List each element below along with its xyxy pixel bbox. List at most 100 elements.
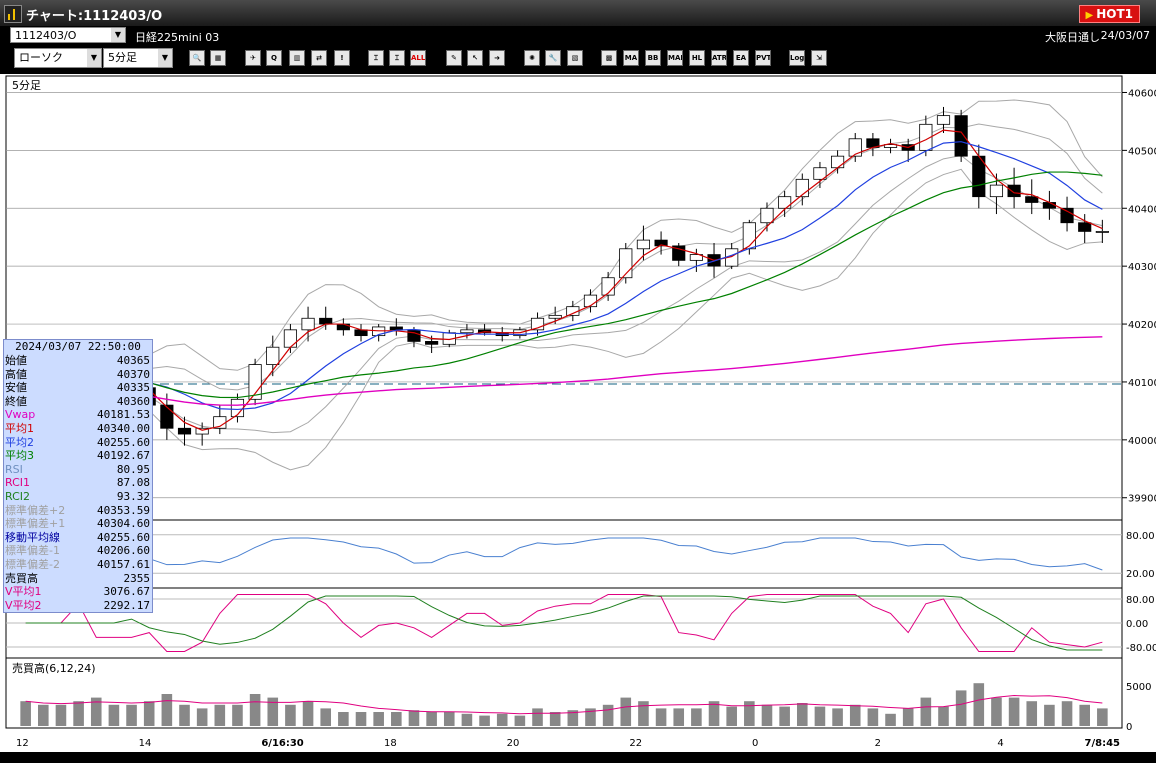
zoom-icon[interactable]: 🔍 [189,50,205,66]
panel-row: V平均1 3076.67 [4,585,152,599]
time-label: 0 [752,738,758,749]
volume-bar [620,697,632,726]
volume-bar [849,704,861,726]
mae-button[interactable]: MAE [667,50,683,66]
price-tick-label: 40400 [1128,204,1156,215]
panel-row-label: 売買高 [5,571,38,585]
panel-row: 標準偏差+1 40304.60 [4,517,152,531]
warning-icon[interactable]: ! [334,50,350,66]
candle-body [989,184,1004,198]
palette-icon[interactable]: ▧ [567,50,583,66]
volume-bar [549,712,561,726]
candle-body [195,427,209,435]
price-chart-svg[interactable]: 5分足 売買高(6,12,24) 80.00 20.00 80.00 0.00 -80.… [0,74,1156,760]
time-label: 2 [875,738,881,749]
time-label: 14 [139,738,152,749]
panel-row-label: 平均2 [5,435,34,449]
hot-button[interactable]: HOT1 [1078,5,1140,23]
candle-body [283,329,297,348]
export-icon[interactable]: ⇲ [811,50,827,66]
volume-bar [143,701,155,726]
symbol-combo[interactable]: 1112403/O ▼ [10,27,126,43]
volume-tick-label: 0 [1126,722,1132,733]
chart-type-select[interactable]: ローソク ▼ [14,48,102,68]
volume-bar [638,701,649,726]
panel-row-value: 2355 [123,571,151,585]
ea-button[interactable]: EA [733,50,749,66]
candle-body [689,254,703,261]
volume-bar [408,710,420,726]
candle-body [1025,196,1039,203]
volume-bar [196,708,208,726]
candle-body [177,427,192,435]
candle-body [1095,231,1109,233]
candle-body [354,329,368,337]
pen-icon[interactable]: ✎ [446,50,462,66]
volume-bar [691,708,702,726]
panel-row: 高値 40370 [4,368,152,382]
time-label: 18 [384,738,397,749]
timeframe-label: 5分足 [12,79,41,92]
candle-body [160,404,174,429]
panel-row-value: 40353.59 [97,503,150,517]
panel-row-label: Vwap [5,408,36,422]
candle-icon[interactable]: ⌶ [368,50,384,66]
panel-row-value: 40304.60 [97,517,150,531]
volume-bar [1008,697,1020,726]
hl-button[interactable]: HL [689,50,705,66]
chart-type-value: ローソク [19,51,63,64]
settings-icon[interactable]: ✺ [524,50,540,66]
volume-bar [320,708,332,726]
cursor-icon[interactable]: ↖ [467,50,483,66]
time-label: 7/8:45 [1085,738,1121,749]
panel-row: 標準偏差-2 40157.61 [4,558,152,572]
search-icon[interactable]: Q [266,50,282,66]
volume-bar [214,704,226,726]
price-tick-label: 40100 [1128,378,1156,389]
candle-body [760,207,774,224]
volume-bar [1044,704,1055,726]
candle-body [266,346,280,365]
chevron-down-icon[interactable]: ▼ [111,28,125,42]
candle-body [1007,184,1021,198]
toolbar: ローソク ▼ 5分足 ▼ 🔍 ▦ ✈ Q ▥ ⇄ ! ⌶ ⌶ ALL ✎ ↖ ➜ ✺… [0,45,1156,73]
price-tick-label: 40200 [1128,320,1156,331]
volume-bar [461,713,473,726]
volume-bar [744,701,755,726]
volume-bar [55,704,67,726]
volume-bar [1061,701,1073,726]
candle-body [319,317,333,325]
volume-bar [1097,708,1108,726]
chart-area[interactable]: 5分足 売買高(6,12,24) 80.00 20.00 80.00 0.00 -80.… [0,74,1156,760]
session-label: 大阪日通し [1045,31,1100,44]
chevron-down-icon[interactable]: ▼ [87,49,101,67]
vwap-line [25,336,1103,406]
ma-button[interactable]: MA [623,50,639,66]
layout-icon[interactable]: ▦ [210,50,226,66]
interval-select[interactable]: 5分足 ▼ [103,48,173,68]
symbol-value: 1112403/O [15,29,77,42]
atr-button[interactable]: ATR [711,50,727,66]
arrow-icon[interactable]: ➜ [489,50,505,66]
bb-button[interactable]: BB [645,50,661,66]
panel-row-value: 80.95 [116,462,150,476]
alert-icon[interactable]: ⇄ [311,50,327,66]
pvt-button[interactable]: PVT [755,50,771,66]
chevron-down-icon[interactable]: ▼ [158,49,172,67]
volume-bar [885,713,896,726]
data-panel: 2024/03/07 22:50:00 始値 40365 高値 40370 安値 4033… [3,339,153,613]
panel-row-label: 標準偏差-2 [5,557,60,571]
volume-bar [973,683,985,726]
volume-bar [232,704,243,726]
order-icon[interactable]: ✈ [245,50,261,66]
volume-bar [443,712,455,726]
candle-body [407,329,421,342]
chart-icon[interactable]: ▥ [289,50,305,66]
all-button[interactable]: ALL [410,50,426,66]
candle-body [742,222,756,250]
candle2-icon[interactable]: ⌶ [389,50,405,66]
grid-icon[interactable]: ▩ [601,50,617,66]
log-button[interactable]: Log [789,50,805,66]
panel-row-value: 40157.61 [97,557,150,571]
wrench-icon[interactable]: 🔧 [545,50,561,66]
